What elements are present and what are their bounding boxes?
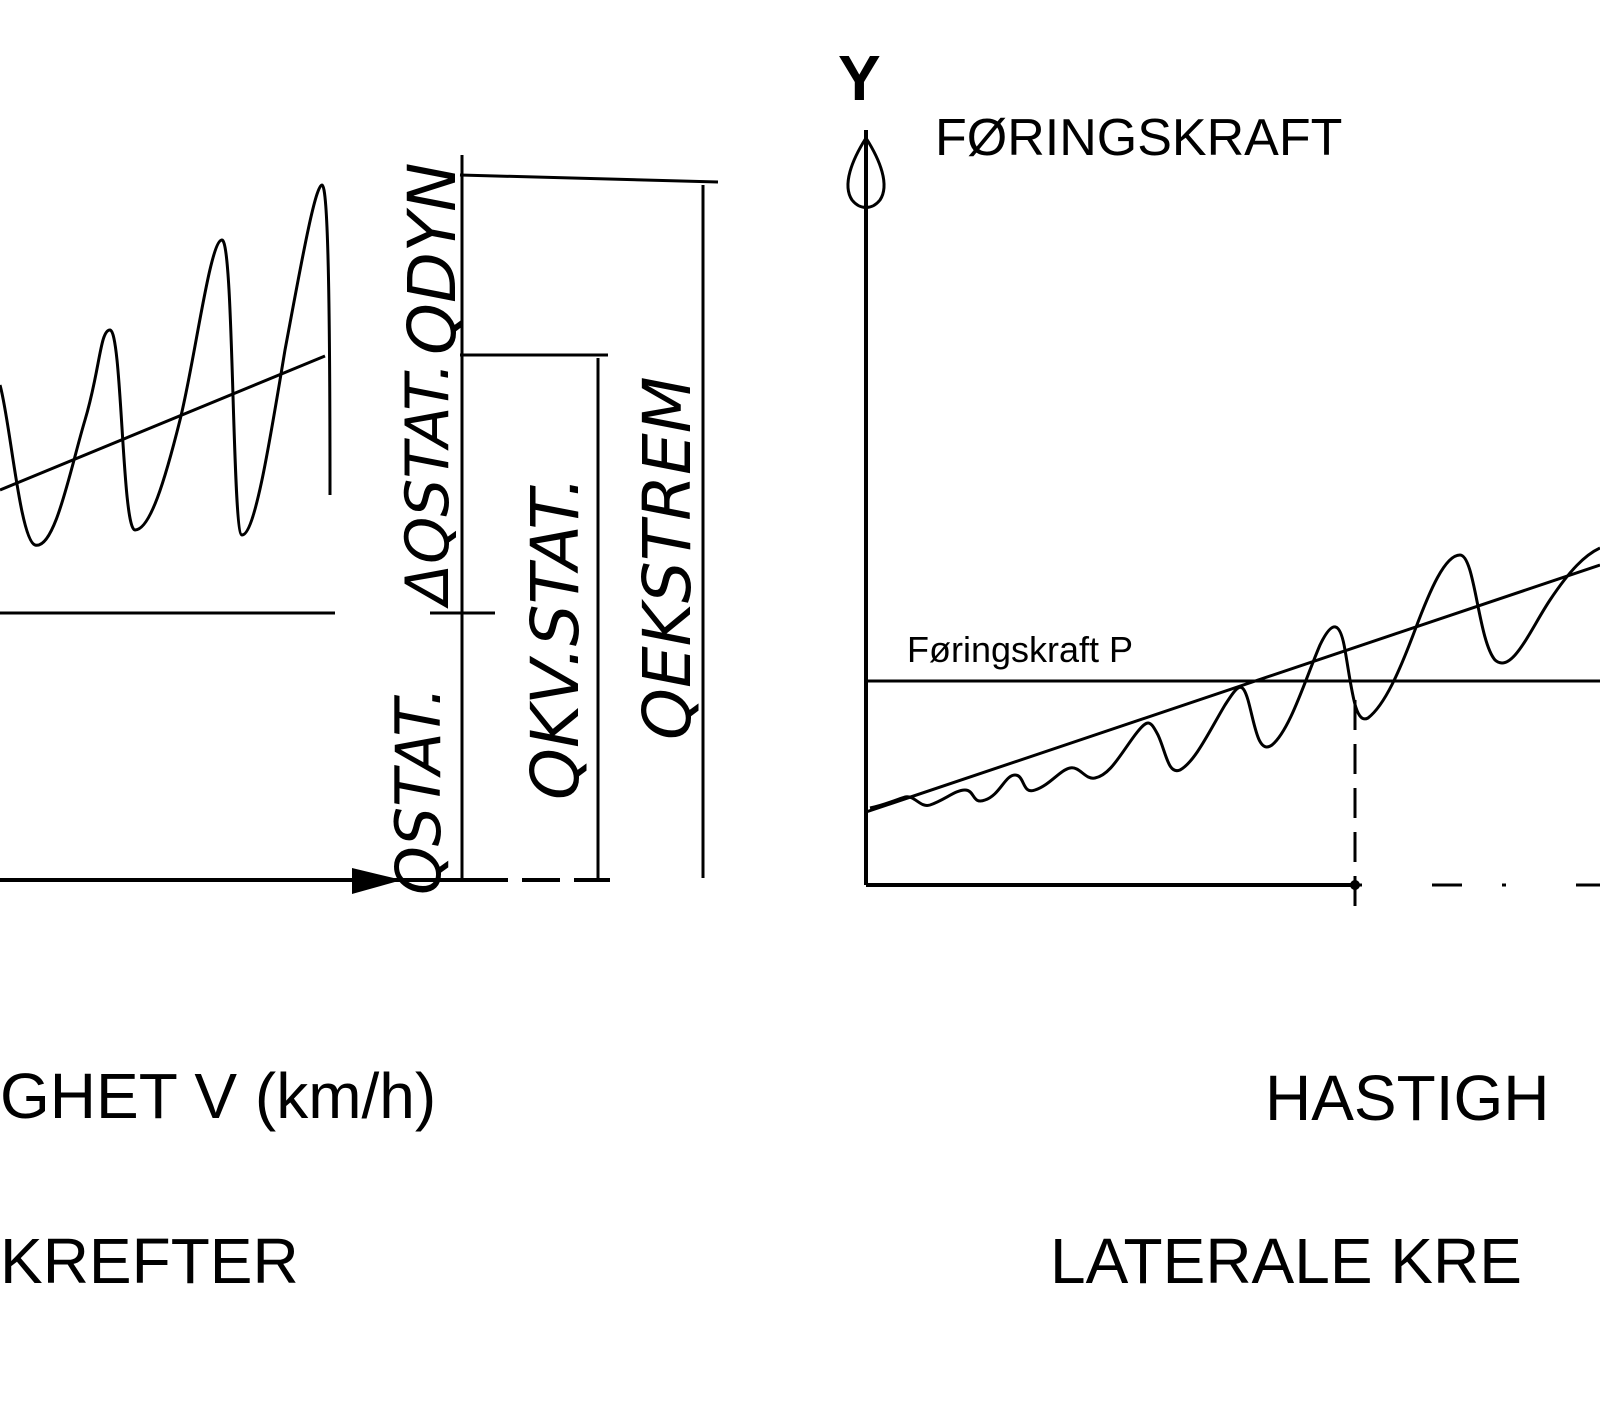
label-q-stat: QSTAT. [382,687,455,895]
right-panel: Y FØRINGSKRAFT Føringskraft P HASTIGH LA… [838,42,1600,1297]
dynamic-force-curve [0,183,332,547]
guide-force-limit-label: Føringskraft P [907,629,1133,670]
label-q-kv-stat: QKV.STAT. [517,476,594,800]
right-dynamic-force-curve [869,546,1600,810]
label-q-ekstrem: QEKSTREM [629,376,706,740]
right-trend-line [865,563,1600,814]
dimension-top-tick [459,173,719,184]
label-q-dyn: QDYN [394,163,471,355]
left-panel: QSTAT. ΔQSTAT. QDYN QKV.STAT. QEKSTREM G… [0,155,719,1297]
quasi-static-trend-line [0,354,326,492]
label-delta-q-stat: ΔQSTAT. [393,362,463,609]
left-axis-arrow-icon [352,868,402,894]
right-speed-axis-label: HASTIGH [1265,1062,1549,1134]
left-caption: KREFTER [0,1225,299,1297]
right-caption: LATERALE KRE [1050,1225,1522,1297]
y-axis-letter: Y [838,42,881,114]
left-speed-axis-label: GHET V (km/h) [0,1060,436,1132]
y-axis-arrow-icon [846,135,886,209]
right-y-axis-title: FØRINGSKRAFT [935,109,1342,167]
